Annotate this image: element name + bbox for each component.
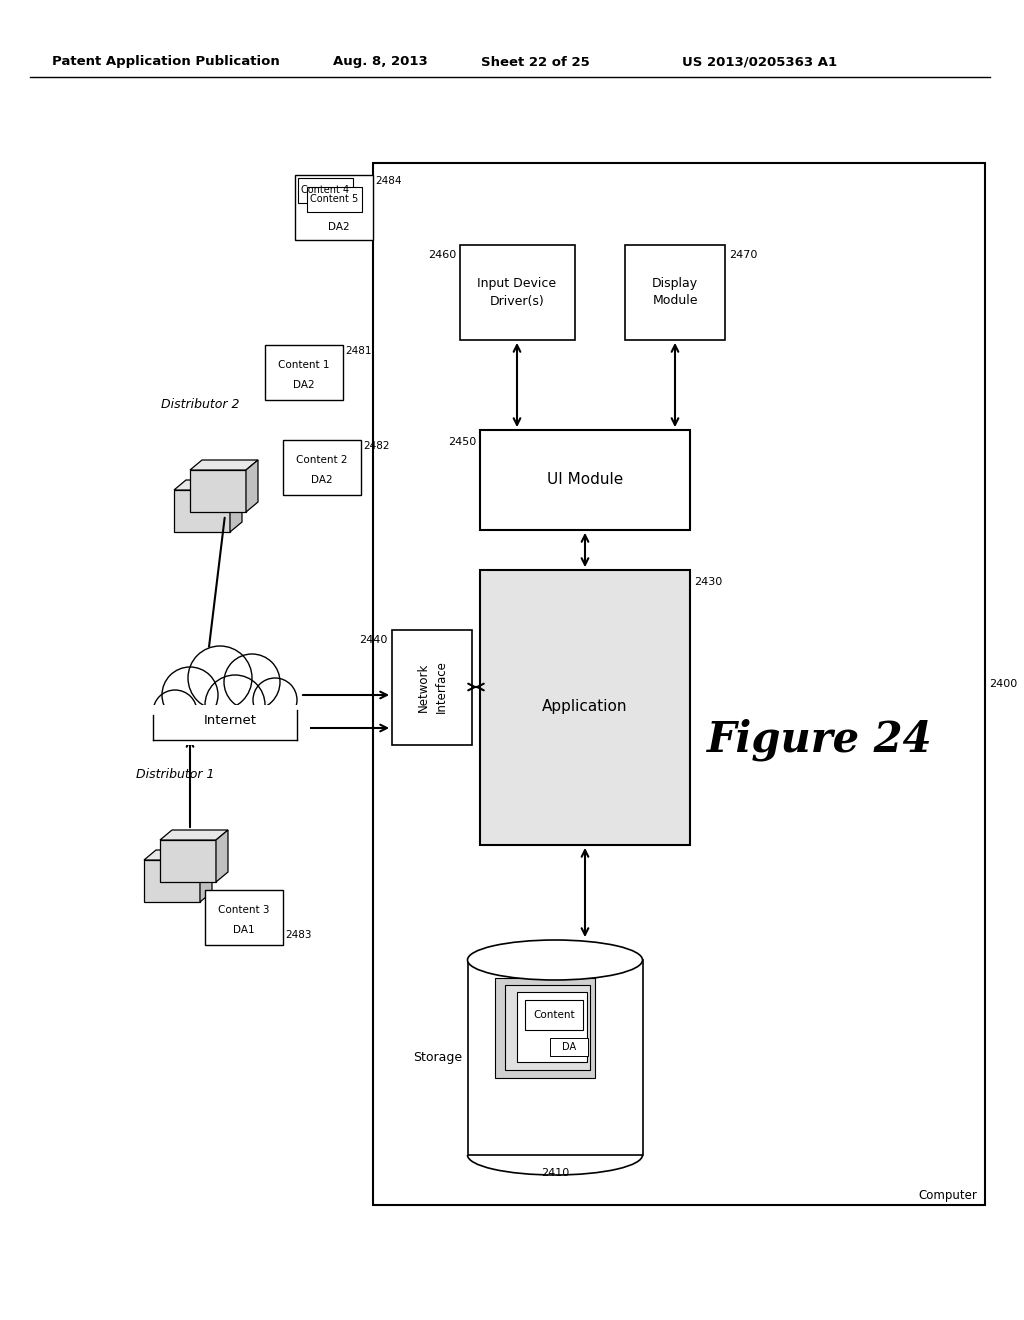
Bar: [550, 1038, 588, 1056]
Bar: [525, 1001, 583, 1030]
Text: DA2: DA2: [311, 475, 333, 484]
Bar: [480, 430, 690, 531]
Text: Display
Module: Display Module: [652, 276, 698, 308]
Text: 2483: 2483: [285, 931, 311, 940]
Circle shape: [224, 653, 280, 710]
Bar: [505, 985, 590, 1071]
Polygon shape: [190, 459, 258, 470]
Bar: [480, 570, 690, 845]
Text: Content 4: Content 4: [301, 185, 349, 195]
Text: Internet: Internet: [204, 714, 256, 726]
Text: UI Module: UI Module: [547, 473, 624, 487]
Polygon shape: [144, 850, 212, 861]
Polygon shape: [174, 480, 242, 490]
Bar: [205, 890, 283, 945]
Text: DA: DA: [562, 1041, 577, 1052]
Text: DA2: DA2: [328, 222, 350, 232]
Ellipse shape: [170, 680, 290, 750]
Polygon shape: [200, 850, 212, 902]
Bar: [468, 960, 643, 1155]
Bar: [144, 861, 200, 902]
Ellipse shape: [468, 940, 642, 979]
Circle shape: [153, 690, 197, 734]
Bar: [265, 345, 343, 400]
Bar: [298, 178, 353, 203]
Circle shape: [253, 678, 297, 722]
Text: Aug. 8, 2013: Aug. 8, 2013: [333, 55, 427, 69]
Circle shape: [205, 675, 265, 735]
Text: 2484: 2484: [375, 176, 401, 186]
Text: Figure 24: Figure 24: [708, 719, 933, 762]
Bar: [174, 490, 230, 532]
Text: 2482: 2482: [362, 441, 389, 451]
Bar: [517, 993, 587, 1063]
Text: Content 2: Content 2: [296, 455, 348, 465]
Text: 2430: 2430: [694, 577, 722, 587]
Bar: [283, 440, 361, 495]
Text: Patent Application Publication: Patent Application Publication: [52, 55, 280, 69]
Text: 2400: 2400: [989, 678, 1017, 689]
Bar: [295, 176, 373, 240]
Text: 2470: 2470: [729, 249, 758, 260]
Bar: [373, 162, 985, 1205]
Text: Application: Application: [543, 700, 628, 714]
Circle shape: [188, 645, 252, 710]
Text: 2460: 2460: [428, 249, 456, 260]
Text: Storage: Storage: [413, 1051, 462, 1064]
Text: Content: Content: [534, 1010, 574, 1020]
Text: Input Device
Driver(s): Input Device Driver(s): [477, 276, 557, 308]
Polygon shape: [216, 830, 228, 882]
Text: Sheet 22 of 25: Sheet 22 of 25: [480, 55, 590, 69]
Bar: [625, 246, 725, 341]
Polygon shape: [160, 830, 228, 840]
Bar: [307, 187, 362, 213]
Polygon shape: [246, 459, 258, 512]
Text: 2481: 2481: [345, 346, 372, 356]
Text: Network
Interface: Network Interface: [417, 660, 447, 713]
Bar: [150, 705, 310, 744]
Text: DA1: DA1: [233, 925, 255, 935]
Bar: [190, 470, 246, 512]
Text: 2410: 2410: [541, 1168, 569, 1177]
Circle shape: [162, 667, 218, 723]
Text: DA2: DA2: [293, 380, 314, 389]
Text: Content 5: Content 5: [310, 194, 358, 205]
Text: Distributor 1: Distributor 1: [136, 768, 214, 781]
Bar: [392, 630, 472, 744]
Polygon shape: [230, 480, 242, 532]
Bar: [460, 246, 575, 341]
Text: 2440: 2440: [359, 635, 388, 645]
Bar: [160, 840, 216, 882]
Text: 2450: 2450: [447, 437, 476, 447]
Text: Content 1: Content 1: [279, 360, 330, 370]
Text: US 2013/0205363 A1: US 2013/0205363 A1: [682, 55, 838, 69]
Bar: [495, 978, 595, 1078]
Text: Distributor 2: Distributor 2: [161, 399, 240, 412]
Text: Content 3: Content 3: [218, 906, 269, 915]
Text: Computer: Computer: [919, 1188, 977, 1201]
